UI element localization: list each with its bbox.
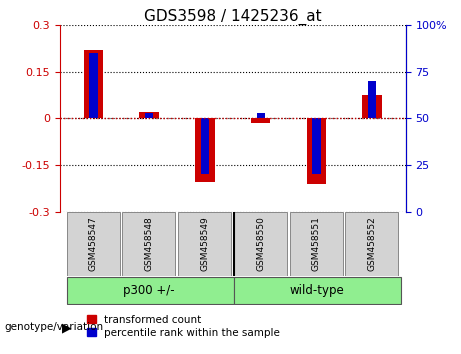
Bar xyxy=(178,212,231,276)
Bar xyxy=(312,118,321,174)
Bar xyxy=(67,277,234,304)
Bar xyxy=(362,95,382,118)
Bar xyxy=(83,50,103,118)
Bar xyxy=(345,212,398,276)
Bar xyxy=(67,212,119,276)
Legend: transformed count, percentile rank within the sample: transformed count, percentile rank withi… xyxy=(83,310,284,342)
Title: GDS3598 / 1425236_at: GDS3598 / 1425236_at xyxy=(144,8,322,25)
Bar xyxy=(89,53,98,118)
Bar xyxy=(139,112,159,118)
Text: GSM458547: GSM458547 xyxy=(89,216,98,271)
Bar xyxy=(307,118,326,184)
Text: GSM458549: GSM458549 xyxy=(201,216,209,271)
Bar xyxy=(290,212,343,276)
Text: ▶: ▶ xyxy=(62,321,72,334)
Bar xyxy=(234,277,401,304)
Bar xyxy=(368,81,376,118)
Text: GSM458548: GSM458548 xyxy=(145,216,154,271)
Text: GSM458550: GSM458550 xyxy=(256,216,265,271)
Bar xyxy=(145,113,154,118)
Bar xyxy=(195,118,215,182)
Text: GSM458552: GSM458552 xyxy=(368,216,377,271)
Bar xyxy=(234,212,287,276)
Text: genotype/variation: genotype/variation xyxy=(5,322,104,332)
Bar xyxy=(251,118,271,123)
Text: p300 +/-: p300 +/- xyxy=(124,284,175,297)
Text: wild-type: wild-type xyxy=(289,284,344,297)
Bar xyxy=(256,113,265,118)
Bar xyxy=(122,212,175,276)
Text: GSM458551: GSM458551 xyxy=(312,216,321,271)
Bar xyxy=(201,118,209,174)
